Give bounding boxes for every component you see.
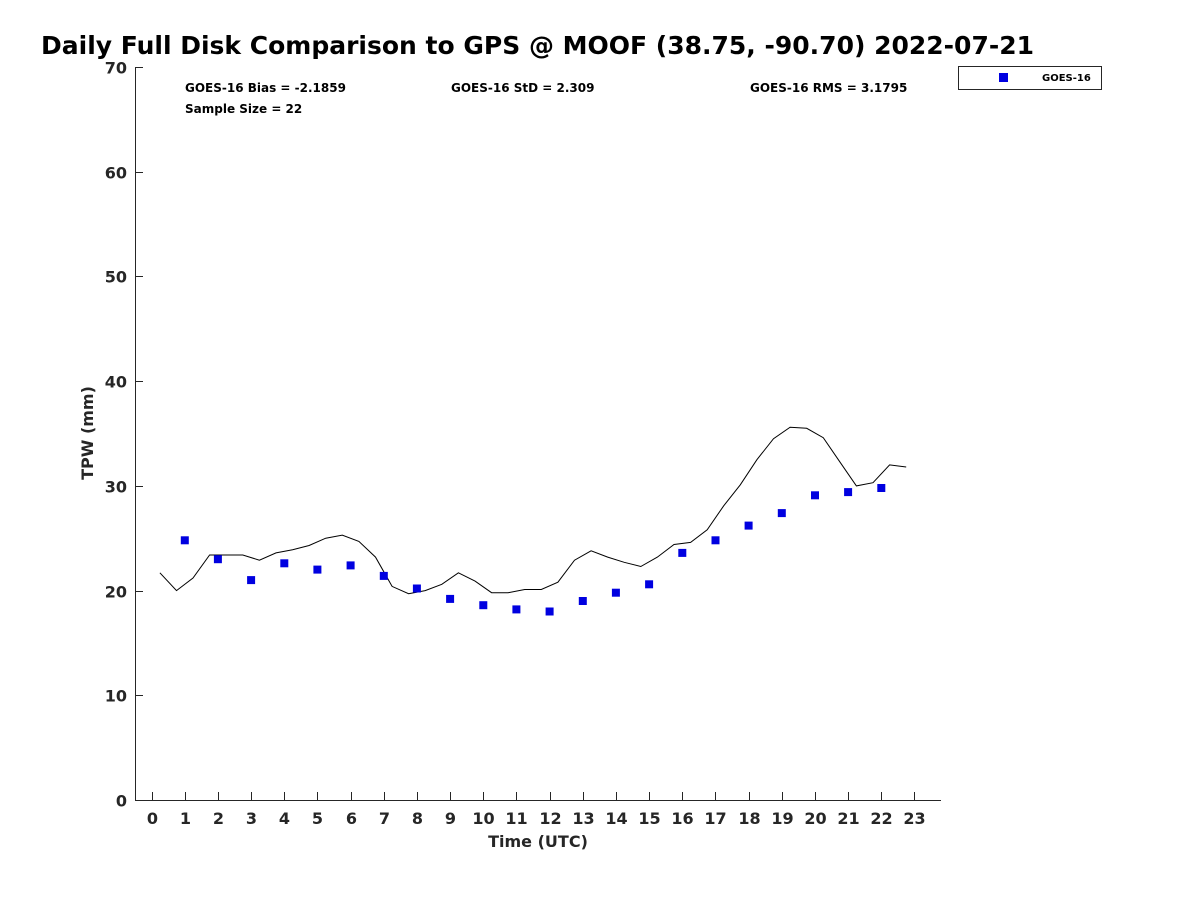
x-tick-label: 13 xyxy=(572,809,594,828)
chart-title: Daily Full Disk Comparison to GPS @ MOOF… xyxy=(41,31,1034,60)
x-tick-label: 2 xyxy=(213,809,224,828)
stat-std: GOES-16 StD = 2.309 xyxy=(451,81,594,95)
x-axis-label: Time (UTC) xyxy=(488,832,588,851)
stats-annotations: GOES-16 Bias = -2.1859 GOES-16 StD = 2.3… xyxy=(185,81,907,116)
goes-16-point xyxy=(412,584,421,593)
goes-16-point xyxy=(711,536,720,545)
y-tick-label: 10 xyxy=(105,687,127,706)
x-tick-label: 19 xyxy=(771,809,793,828)
x-tick-label: 21 xyxy=(837,809,859,828)
x-tick-label: 3 xyxy=(246,809,257,828)
x-tick-label: 5 xyxy=(312,809,323,828)
y-tick-label: 60 xyxy=(105,164,127,183)
goes-16-point xyxy=(479,601,488,610)
y-tick-label: 0 xyxy=(116,792,127,811)
goes-16-point xyxy=(446,594,455,603)
goes-16-point xyxy=(180,536,189,545)
x-tick-label: 10 xyxy=(472,809,494,828)
stat-bias: GOES-16 Bias = -2.1859 xyxy=(185,81,346,95)
goes-16-point xyxy=(280,559,289,568)
y-tick-label: 70 xyxy=(105,59,127,78)
x-tick-label: 18 xyxy=(738,809,760,828)
plot-area xyxy=(159,426,907,616)
y-axis-label: TPW (mm) xyxy=(78,386,97,480)
x-tick-label: 1 xyxy=(180,809,191,828)
x-ticks: 0 1 2 3 4 5 6 7 8 9 10 11 12 13 14 15 16 17 18 19 20 21 22 23 xyxy=(147,792,926,828)
x-tick-label: 6 xyxy=(346,809,357,828)
legend-label-goes-16: GOES-16 xyxy=(1042,73,1091,84)
x-tick-label: 23 xyxy=(903,809,925,828)
y-tick-label: 20 xyxy=(105,583,127,602)
x-tick-label: 8 xyxy=(412,809,423,828)
goes-16-point xyxy=(247,576,256,585)
x-tick-label: 11 xyxy=(505,809,527,828)
goes-16-point xyxy=(645,580,654,589)
goes-16-point xyxy=(213,555,222,564)
x-tick-label: 20 xyxy=(804,809,826,828)
stat-rms: GOES-16 RMS = 3.1795 xyxy=(750,81,907,95)
x-tick-label: 16 xyxy=(671,809,693,828)
goes-16-point xyxy=(578,597,587,605)
x-tick-label: 22 xyxy=(870,809,892,828)
goes-16-point xyxy=(678,548,687,557)
goes-16-point xyxy=(811,491,819,500)
x-tick-label: 14 xyxy=(605,809,627,828)
gps-line-series xyxy=(159,426,907,595)
x-tick-label: 15 xyxy=(638,809,660,828)
goes-16-point xyxy=(346,561,355,570)
legend: GOES-16 xyxy=(958,66,1102,90)
goes-16-point xyxy=(379,571,388,580)
goes-16-point xyxy=(744,521,753,530)
x-tick-label: 0 xyxy=(147,809,158,828)
legend-box xyxy=(958,66,1102,90)
x-tick-label: 9 xyxy=(445,809,456,828)
goes-16-point xyxy=(545,607,554,616)
x-tick-label: 4 xyxy=(279,809,290,828)
goes-16-point xyxy=(611,588,620,597)
goes-16-point xyxy=(844,488,853,497)
x-tick-label: 17 xyxy=(704,809,726,828)
legend-marker-goes-16 xyxy=(999,73,1008,82)
goes-16-point xyxy=(777,509,786,518)
x-tick-label: 7 xyxy=(379,809,390,828)
axes xyxy=(135,67,941,801)
y-tick-label: 50 xyxy=(105,268,127,287)
goes-16-point xyxy=(512,605,521,614)
y-tick-label: 30 xyxy=(105,478,127,497)
x-tick-label: 12 xyxy=(539,809,561,828)
goes-16-point xyxy=(877,484,886,492)
stat-sample-size: Sample Size = 22 xyxy=(185,102,302,116)
y-ticks: 0 10 20 30 40 50 60 70 xyxy=(105,59,143,811)
goes-16-point xyxy=(313,565,322,574)
y-tick-label: 40 xyxy=(105,373,127,392)
